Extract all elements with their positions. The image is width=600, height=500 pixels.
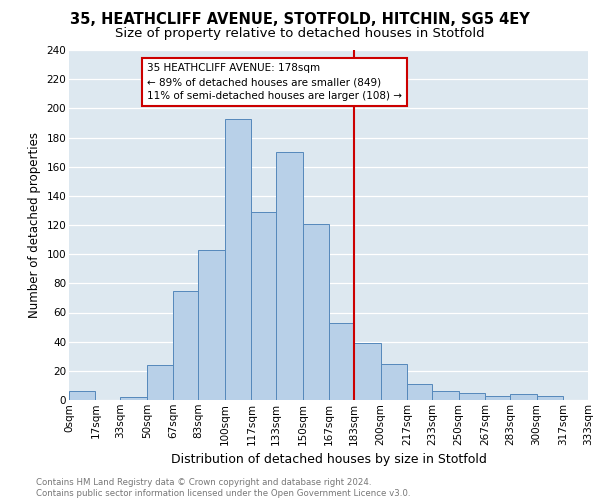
Bar bbox=[407, 384, 432, 400]
Bar bbox=[432, 391, 458, 400]
Bar bbox=[147, 365, 173, 400]
Bar bbox=[199, 250, 225, 400]
Bar bbox=[251, 212, 276, 400]
X-axis label: Distribution of detached houses by size in Stotfold: Distribution of detached houses by size … bbox=[170, 453, 487, 466]
Y-axis label: Number of detached properties: Number of detached properties bbox=[28, 132, 41, 318]
Text: Contains HM Land Registry data © Crown copyright and database right 2024.
Contai: Contains HM Land Registry data © Crown c… bbox=[36, 478, 410, 498]
Bar bbox=[121, 397, 147, 400]
Text: 35, HEATHCLIFF AVENUE, STOTFOLD, HITCHIN, SG5 4EY: 35, HEATHCLIFF AVENUE, STOTFOLD, HITCHIN… bbox=[70, 12, 530, 28]
Bar bbox=[329, 322, 354, 400]
Bar bbox=[381, 364, 407, 400]
Bar bbox=[354, 343, 381, 400]
Bar bbox=[536, 396, 563, 400]
Bar bbox=[510, 394, 536, 400]
Text: Size of property relative to detached houses in Stotfold: Size of property relative to detached ho… bbox=[115, 28, 485, 40]
Bar bbox=[173, 290, 199, 400]
Bar bbox=[276, 152, 303, 400]
Text: 35 HEATHCLIFF AVENUE: 178sqm
← 89% of detached houses are smaller (849)
11% of s: 35 HEATHCLIFF AVENUE: 178sqm ← 89% of de… bbox=[147, 63, 402, 101]
Bar bbox=[69, 391, 95, 400]
Bar bbox=[458, 392, 485, 400]
Bar bbox=[225, 118, 251, 400]
Bar bbox=[485, 396, 510, 400]
Bar bbox=[303, 224, 329, 400]
